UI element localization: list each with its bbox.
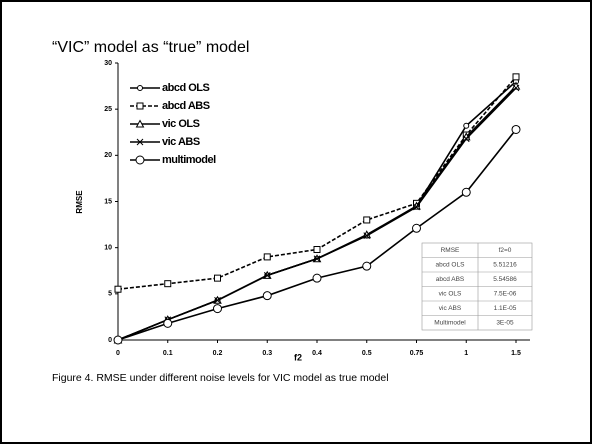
x-tick-label: 1.5 — [511, 350, 521, 357]
legend-label: vic OLS — [162, 118, 200, 130]
table-cell: vic ABS — [439, 305, 462, 312]
x-tick-label: 0 — [116, 350, 120, 357]
marker — [362, 261, 372, 271]
y-axis-label: RMSE — [75, 190, 84, 214]
caption: Figure 4. RMSE under different noise lev… — [52, 372, 389, 384]
table-cell: abcd ABS — [436, 276, 465, 283]
x-tick-label: 0.3 — [262, 350, 272, 357]
marker — [135, 119, 145, 128]
marker — [263, 272, 271, 279]
legend-label: abcd OLS — [162, 82, 210, 94]
marker — [114, 285, 122, 293]
marker — [413, 203, 420, 211]
marker — [313, 246, 321, 254]
y-tick-label: 25 — [104, 106, 112, 113]
marker — [164, 280, 172, 288]
marker — [214, 274, 221, 282]
marker — [214, 296, 221, 304]
y-tick-label: 20 — [104, 152, 112, 159]
marker — [263, 253, 271, 261]
marker — [137, 85, 143, 91]
marker — [136, 138, 144, 146]
marker — [511, 124, 521, 134]
table-cell: Multimodel — [434, 319, 466, 326]
table-cell: abcd OLS — [436, 261, 466, 268]
legend-label: abcd ABS — [162, 100, 210, 112]
x-tick-label: 0.2 — [213, 350, 223, 357]
slide-title: “VIC” model as “true” model — [52, 39, 249, 56]
marker — [363, 232, 371, 240]
x-tick-label: 0.5 — [362, 350, 372, 357]
table-cell: 1.1E-05 — [494, 305, 517, 312]
x-tick-label: 0.1 — [163, 350, 173, 357]
legend-label: multimodel — [162, 154, 216, 166]
marker — [136, 102, 144, 110]
y-tick-label: 15 — [104, 198, 112, 205]
marker — [163, 318, 173, 328]
marker — [462, 135, 470, 143]
y-tick-label: 0 — [108, 337, 112, 344]
y-tick-label: 5 — [108, 291, 112, 298]
x-tick-label: 0.75 — [410, 350, 424, 357]
table-cell: f2=0 — [499, 247, 512, 254]
marker — [412, 223, 421, 233]
table-cell: vic OLS — [439, 290, 462, 297]
marker — [363, 216, 371, 224]
marker — [113, 335, 123, 345]
y-tick-label: 30 — [104, 60, 112, 67]
table-cell: 5.54586 — [493, 276, 517, 283]
marker — [461, 187, 471, 197]
table-cell: 7.5E-06 — [494, 290, 517, 297]
x-tick-label: 1 — [464, 350, 468, 357]
table-cell: 5.51216 — [493, 261, 517, 268]
marker — [135, 155, 145, 165]
marker — [512, 84, 520, 92]
marker — [213, 304, 222, 314]
table-cell: RMSE — [441, 247, 460, 254]
x-axis-label: f2 — [294, 352, 302, 362]
y-tick-label: 10 — [104, 245, 112, 252]
marker — [463, 122, 470, 129]
table-cell: 3E-05 — [496, 319, 514, 326]
marker — [313, 255, 321, 263]
marker — [512, 73, 520, 81]
x-tick-label: 0.4 — [312, 350, 322, 357]
marker — [312, 273, 322, 283]
legend-label: vic ABS — [162, 136, 200, 148]
marker — [262, 291, 272, 301]
